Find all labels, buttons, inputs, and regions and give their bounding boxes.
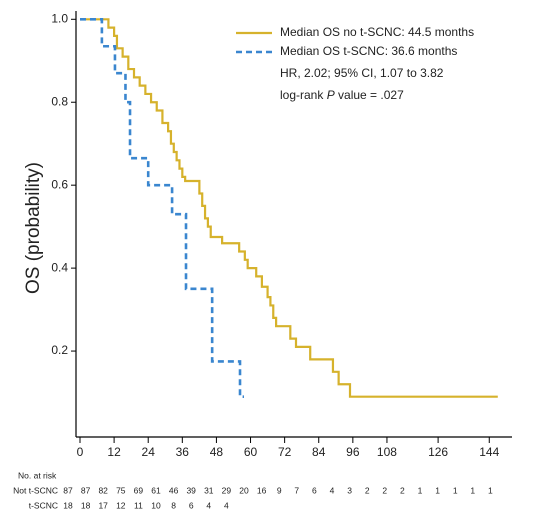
risk-count: 1 <box>453 485 458 495</box>
risk-count: 82 <box>98 485 108 495</box>
risk-row-name: t-SCNC <box>29 500 58 510</box>
risk-count: 1 <box>470 485 475 495</box>
risk-count: 4 <box>330 485 335 495</box>
risk-count: 1 <box>488 485 493 495</box>
risk-count: 75 <box>116 485 126 495</box>
risk-count: 8 <box>171 500 176 510</box>
x-tick-label: 144 <box>479 445 499 459</box>
risk-count: 7 <box>294 485 299 495</box>
risk-count: 2 <box>400 485 405 495</box>
x-tick-label: 48 <box>210 445 224 459</box>
risk-count: 18 <box>81 500 91 510</box>
risk-title: No. at risk <box>18 470 57 480</box>
survival-curve <box>80 17 244 398</box>
annotation-part: log-rank <box>280 88 327 102</box>
risk-count: 20 <box>239 485 249 495</box>
x-tick-label: 0 <box>77 445 84 459</box>
risk-count: 16 <box>257 485 267 495</box>
legend-label: Median OS no t-SCNC: 44.5 months <box>280 25 474 39</box>
x-tick-label: 126 <box>428 445 448 459</box>
annotation: HR, 2.02; 95% CI, 1.07 to 3.82 <box>280 66 444 80</box>
risk-count: 12 <box>116 500 126 510</box>
y-tick-label: 0.4 <box>51 260 68 274</box>
risk-count: 10 <box>151 500 161 510</box>
risk-row-name: Not t-SCNC <box>13 485 58 495</box>
x-tick-label: 96 <box>346 445 360 459</box>
risk-count: 31 <box>204 485 214 495</box>
annotation-part: value = .027 <box>335 88 404 102</box>
x-tick-label: 72 <box>278 445 292 459</box>
risk-count: 17 <box>98 500 108 510</box>
risk-count: 6 <box>312 485 317 495</box>
risk-count: 1 <box>435 485 440 495</box>
risk-count: 1 <box>418 485 423 495</box>
x-tick-label: 84 <box>312 445 326 459</box>
risk-count: 39 <box>186 485 196 495</box>
x-tick-label: 60 <box>244 445 258 459</box>
risk-count: 9 <box>277 485 282 495</box>
risk-count: 4 <box>224 500 229 510</box>
risk-count: 2 <box>382 485 387 495</box>
risk-count: 2 <box>365 485 370 495</box>
x-tick-label: 108 <box>377 445 397 459</box>
y-tick-label: 1.0 <box>51 11 68 25</box>
risk-count: 61 <box>151 485 161 495</box>
y-tick-label: 0.2 <box>51 343 68 357</box>
x-tick-label: 36 <box>176 445 190 459</box>
risk-count: 87 <box>63 485 73 495</box>
legend-label: Median OS t-SCNC: 36.6 months <box>280 44 457 58</box>
y-tick-label: 0.8 <box>51 94 68 108</box>
risk-count: 6 <box>189 500 194 510</box>
risk-count: 18 <box>63 500 73 510</box>
y-tick-label: 0.6 <box>51 177 68 191</box>
risk-count: 69 <box>134 485 144 495</box>
annotation: log-rank P value = .027 <box>280 88 404 102</box>
x-tick-label: 24 <box>142 445 156 459</box>
risk-count: 29 <box>222 485 232 495</box>
risk-count: 11 <box>134 500 143 510</box>
y-axis-label: OS (probability) <box>23 162 44 294</box>
risk-count: 46 <box>169 485 179 495</box>
risk-count: 87 <box>81 485 91 495</box>
risk-count: 4 <box>206 500 211 510</box>
x-tick-label: 12 <box>107 445 121 459</box>
annotation-part: P <box>327 88 335 102</box>
annotation-part: HR, 2.02; 95% CI, 1.07 to 3.82 <box>280 66 444 80</box>
risk-count: 3 <box>347 485 352 495</box>
survival-curve <box>80 18 498 398</box>
